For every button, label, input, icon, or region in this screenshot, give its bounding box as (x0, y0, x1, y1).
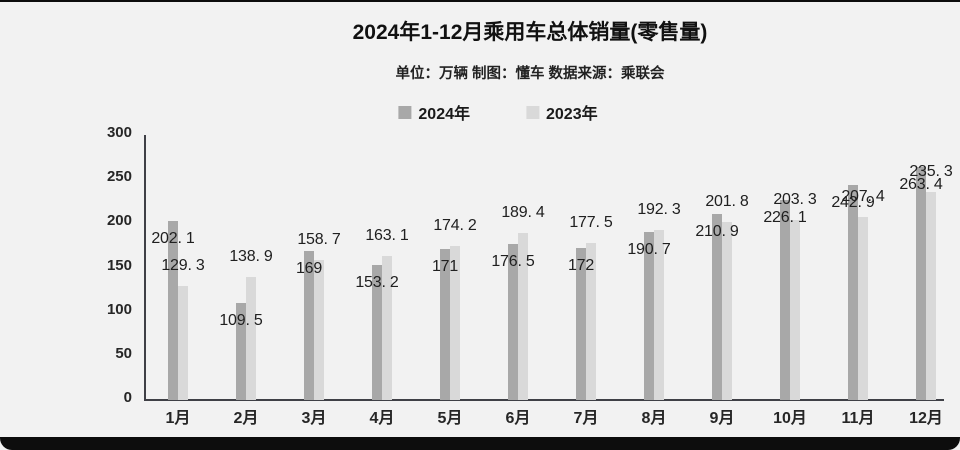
value-label-2023-6月: 189. 4 (501, 203, 545, 221)
value-label-2023-11月: 207. 4 (841, 187, 885, 205)
legend-item-2024: 2024年 (398, 100, 470, 124)
bar-2024-8月 (644, 231, 654, 400)
value-label-2024-7月: 172 (567, 257, 595, 275)
bar-2023-3月 (314, 259, 324, 400)
value-label-2024-6月: 176. 5 (491, 253, 535, 271)
y-tick-label: 50 (115, 344, 132, 362)
x-tick-label-6月: 6月 (505, 410, 531, 427)
bar-2024-6月 (508, 244, 518, 400)
y-axis-line (144, 135, 146, 401)
value-label-2024-12月: 263. 4 (899, 176, 943, 194)
x-tick-label-3月: 3月 (301, 410, 327, 427)
frame-bottom-edge (0, 437, 960, 450)
bar-2024-10月 (780, 200, 790, 400)
legend-swatch-2024-icon (398, 105, 412, 119)
x-tick-label-12月: 12月 (909, 410, 943, 427)
bar-2024-3月 (304, 250, 314, 400)
value-label-2023-4月: 163. 1 (365, 226, 409, 244)
bar-2023-10月 (790, 220, 800, 400)
value-label-2023-1月: 129. 3 (161, 256, 205, 274)
bar-2024-1月 (168, 221, 178, 400)
value-label-2023-2月: 138. 9 (229, 248, 273, 266)
bar-2023-4月 (382, 255, 392, 400)
legend-label-2023: 2023年 (546, 106, 598, 123)
x-tick-label-4月: 4月 (369, 410, 395, 427)
chart-title: 2024年1-12月乘用车总体销量(零售量) (352, 21, 708, 44)
y-tick-label: 0 (123, 389, 132, 406)
value-label-2023-3月: 158. 7 (297, 230, 341, 248)
bar-2023-5月 (450, 246, 460, 400)
bar-2024-7月 (576, 248, 586, 400)
bar-2024-2月 (236, 303, 246, 400)
y-tick-label: 300 (106, 124, 132, 141)
value-label-2024-9月: 210. 9 (695, 222, 739, 240)
x-axis-line (144, 399, 944, 401)
y-tick-label: 100 (106, 300, 132, 318)
value-label-2024-3月: 169 (295, 259, 323, 277)
value-label-2024-5月: 171 (431, 257, 459, 275)
x-tick-label-11月: 11月 (841, 410, 875, 427)
x-tick-label-9月: 9月 (709, 410, 735, 427)
bar-2023-9月 (722, 221, 732, 400)
bar-2024-12月 (916, 167, 926, 400)
x-tick-label-5月: 5月 (437, 410, 463, 427)
value-label-2023-12月: 235. 3 (909, 163, 953, 181)
legend-label-2024: 2024年 (418, 106, 470, 123)
bar-2023-2月 (246, 277, 256, 400)
value-label-2024-11月: 242. 9 (831, 194, 875, 212)
bar-2023-7月 (586, 243, 596, 400)
bar-2024-4月 (372, 264, 382, 400)
y-tick-label: 150 (106, 256, 132, 274)
x-tick-label-7月: 7月 (573, 410, 599, 427)
value-label-2023-7月: 177. 5 (569, 214, 613, 232)
bar-2023-11月 (858, 216, 868, 400)
bar-2024-5月 (440, 248, 450, 400)
value-label-2024-2月: 109. 5 (219, 312, 263, 330)
value-label-2024-10月: 226. 1 (763, 209, 807, 227)
bar-2024-11月 (848, 185, 858, 400)
bar-2023-1月 (178, 285, 188, 400)
value-label-2023-10月: 203. 3 (773, 191, 817, 209)
legend-item-2023: 2023年 (526, 100, 598, 124)
x-tick-label-1月: 1月 (165, 410, 191, 427)
value-label-2024-1月: 202. 1 (151, 230, 195, 248)
bar-2023-6月 (518, 232, 528, 400)
y-tick-label: 200 (106, 212, 132, 230)
value-label-2024-4月: 153. 2 (355, 273, 399, 291)
frame-top-edge (0, 0, 960, 2)
legend-swatch-2023-icon (526, 105, 539, 119)
value-label-2023-5月: 174. 2 (433, 217, 477, 235)
value-label-2024-8月: 190. 7 (627, 240, 671, 258)
x-tick-label-8月: 8月 (641, 410, 667, 427)
value-label-2023-9月: 201. 8 (705, 192, 749, 210)
chart-subtitle: 单位：万辆 制图：懂车 数据来源：乘联会 (395, 66, 665, 82)
bar-2024-9月 (712, 213, 722, 400)
value-label-2023-8月: 192. 3 (637, 201, 681, 219)
bar-2023-8月 (654, 230, 664, 400)
y-tick-label: 250 (106, 168, 132, 186)
x-tick-label-10月: 10月 (773, 410, 807, 427)
x-tick-label-2月: 2月 (233, 410, 259, 427)
legend: 2024年 2023年 (398, 100, 598, 124)
bar-2023-12月 (926, 192, 936, 400)
